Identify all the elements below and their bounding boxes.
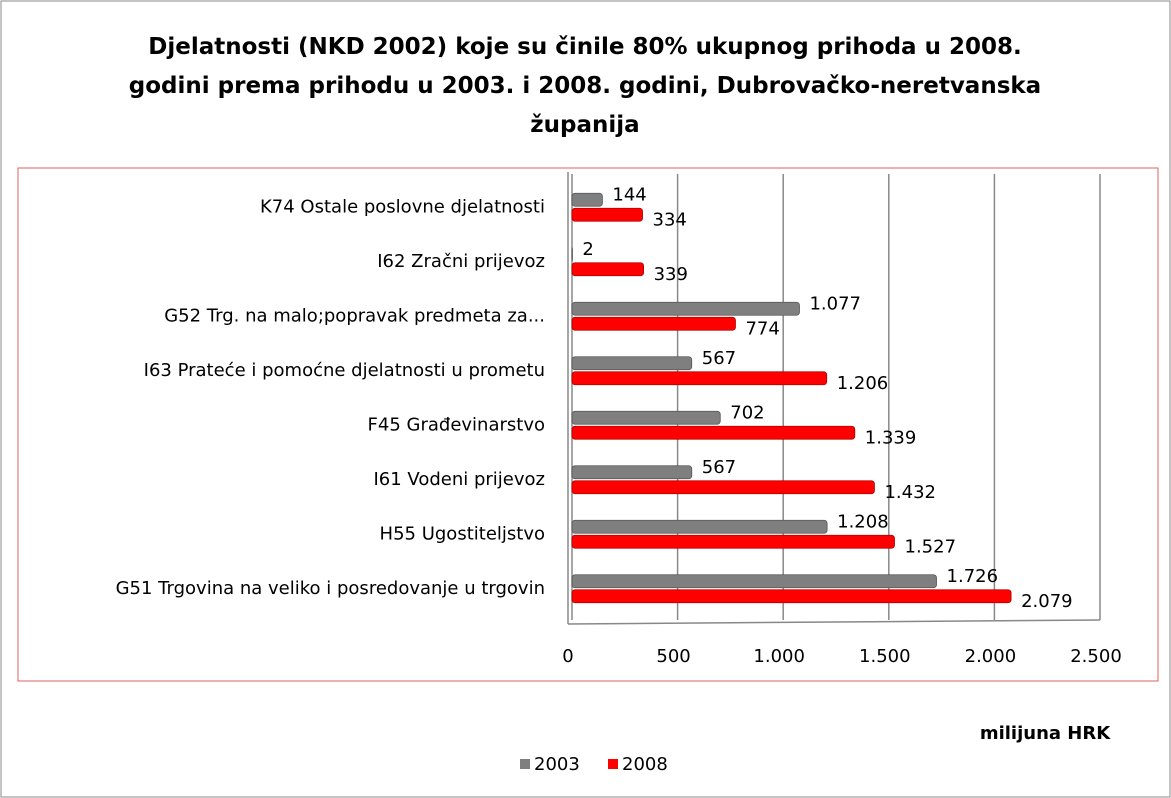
y-tick-label: G52 Trg. na malo;popravak predmeta za...	[164, 305, 545, 326]
x-tick-label: 0	[562, 646, 573, 667]
data-label: 339	[654, 264, 688, 285]
data-label: 567	[702, 457, 736, 478]
bar	[571, 356, 693, 371]
bar	[571, 192, 603, 207]
bar	[571, 262, 644, 277]
x-tick-label: 1.500	[859, 646, 911, 667]
x-tick-label: 1.000	[753, 646, 805, 667]
x-tick-label: 2.000	[965, 646, 1017, 667]
y-tick-label: I62 Zračni prijevoz	[377, 251, 545, 272]
bar	[571, 207, 643, 222]
data-label: 702	[730, 402, 764, 423]
y-tick-label: G51 Trgovina na veliko i posredovanje u …	[116, 578, 545, 599]
bar	[571, 589, 1012, 604]
bar	[571, 480, 875, 495]
data-label: 1.077	[809, 293, 861, 314]
data-label: 1.432	[884, 482, 936, 503]
bar	[571, 316, 736, 331]
data-label: 1.527	[905, 536, 957, 557]
bar	[571, 301, 800, 316]
chart-title: Djelatnosti (NKD 2002) koje su činile 80…	[128, 34, 1042, 138]
data-label: 567	[702, 348, 736, 369]
data-label: 1.208	[837, 511, 889, 532]
x-tick-label: 2.500	[1070, 646, 1122, 667]
y-tick-label: H55 Ugostiteljstvo	[380, 523, 545, 544]
bar	[571, 371, 828, 386]
data-label: 334	[653, 209, 687, 230]
plot-border	[17, 167, 1159, 682]
data-label: 1.339	[865, 427, 917, 448]
bar	[571, 465, 693, 480]
legend-swatch	[520, 759, 530, 769]
bar	[571, 425, 856, 440]
y-tick-label: K74 Ostale poslovne djelatnosti	[260, 196, 545, 217]
bar	[571, 519, 828, 534]
bar	[571, 574, 937, 589]
legend-label: 2003	[534, 754, 580, 775]
legend-swatch	[608, 759, 618, 769]
bar	[571, 410, 721, 425]
data-label: 774	[745, 318, 779, 339]
x-axis-label: milijuna HRK	[980, 723, 1111, 744]
data-label: 144	[612, 184, 646, 205]
y-tick-label: I63 Prateće i pomoćne djelatnosti u prom…	[144, 360, 545, 381]
axis-line	[567, 619, 1101, 625]
data-label: 1.726	[947, 566, 999, 587]
data-label: 2.079	[1021, 591, 1073, 612]
data-label: 2	[582, 239, 593, 260]
bar	[571, 534, 895, 549]
data-label: 1.206	[837, 373, 889, 394]
x-tick-label: 500	[656, 646, 690, 667]
y-tick-label: F45 Građevinarstvo	[368, 414, 545, 435]
y-tick-label: I61 Vodeni prijevoz	[373, 469, 545, 490]
legend-label: 2008	[622, 754, 668, 775]
